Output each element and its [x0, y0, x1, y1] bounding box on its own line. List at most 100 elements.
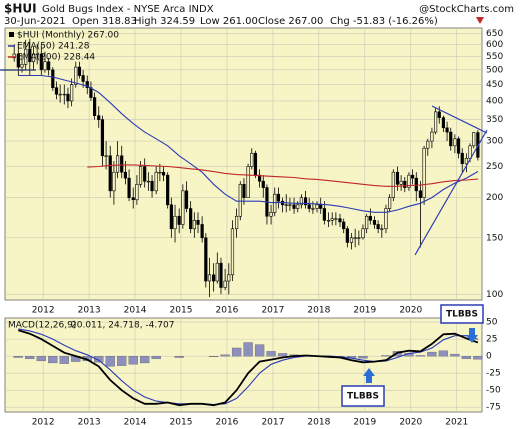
- candle-body: [345, 228, 349, 243]
- histogram-bar: [427, 351, 437, 357]
- plot-area: [4, 27, 483, 301]
- candle-body: [115, 155, 120, 173]
- candle-body: [261, 180, 265, 188]
- candle-body: [372, 220, 377, 225]
- histogram-bar: [358, 355, 368, 359]
- x-tick-label: 2014: [124, 306, 147, 316]
- histogram-bar: [151, 355, 161, 360]
- candle-body: [181, 190, 185, 225]
- candle-body: [74, 66, 78, 85]
- candle-body: [207, 274, 212, 282]
- candle-body: [288, 204, 292, 206]
- y-tick-label: 25: [486, 335, 497, 345]
- candle-body: [200, 224, 204, 239]
- y-tick-label: 500: [486, 65, 503, 75]
- x-tick-label: 2019: [353, 306, 376, 316]
- y-tick-label: 0: [486, 352, 492, 362]
- symbol: $HUI: [4, 2, 37, 16]
- candle-body: [184, 190, 189, 209]
- candle-body: [77, 66, 82, 76]
- candle-body: [100, 119, 105, 157]
- annotation: TLBBS: [347, 392, 379, 402]
- y-tick-label: 550: [486, 52, 503, 62]
- y-tick-label: -50: [486, 386, 501, 396]
- candle-body: [430, 131, 434, 142]
- candle-body: [39, 53, 43, 71]
- series-line: [18, 74, 479, 213]
- candle-body: [403, 180, 407, 188]
- candle-body: [31, 53, 36, 63]
- panel-values: 20.011, 24.718, -4.707: [71, 321, 174, 331]
- histogram-bar: [392, 351, 403, 357]
- x-tick-label: 2012: [32, 418, 55, 428]
- histogram-bar: [59, 355, 69, 364]
- y-tick-label: 600: [486, 40, 503, 50]
- quote: Low 261.00: [200, 16, 258, 27]
- candle-body: [135, 184, 139, 201]
- candle-body: [35, 53, 39, 56]
- candle-body: [230, 228, 235, 276]
- series-line: [18, 328, 479, 406]
- candle-body: [131, 197, 135, 201]
- candle-body: [326, 220, 331, 222]
- candle-body: [238, 184, 242, 217]
- macd-panel: 50 25 0 -25 -50 -75 2012 2013 2014 2015 2016 2017 20…: [4, 318, 501, 428]
- quote: Close 267.00: [258, 16, 323, 27]
- histogram-bar: [140, 355, 150, 364]
- y-tick-label: 50: [486, 318, 498, 328]
- candle-body: [223, 280, 227, 288]
- candle-body: [468, 145, 472, 159]
- y-tick-label: 300: [486, 137, 503, 147]
- quote: Open 318.83: [72, 16, 137, 27]
- source: @StockCharts.com: [419, 4, 514, 15]
- candle-body: [253, 152, 258, 176]
- candle-body: [456, 138, 461, 154]
- x-tick-label: 2017: [261, 418, 284, 428]
- candle-body: [58, 93, 62, 96]
- candle-body: [169, 204, 173, 230]
- candle-body: [284, 204, 288, 206]
- candle-body: [292, 204, 296, 209]
- x-tick-label: 2017: [261, 306, 284, 316]
- annotation: TLBBS: [446, 310, 478, 320]
- y-tick-label: 100: [486, 290, 503, 300]
- histogram-bar: [48, 355, 58, 364]
- x-tick-label: 2013: [78, 418, 101, 428]
- candle-body: [445, 127, 449, 133]
- candle-body: [464, 158, 468, 165]
- candle-body: [16, 53, 20, 68]
- histogram-bar: [243, 342, 253, 357]
- candle-body: [28, 48, 32, 63]
- candle-body: [146, 180, 150, 183]
- candle-body: [384, 208, 388, 230]
- quote: High 324.59: [134, 16, 195, 27]
- candle-body: [460, 152, 464, 165]
- y-tick-label: -25: [486, 369, 501, 379]
- candle-body: [368, 215, 372, 221]
- histogram-bar: [105, 355, 115, 367]
- x-tick-label: 2018: [307, 306, 330, 316]
- candle-body: [189, 208, 193, 230]
- candle-body: [154, 171, 158, 192]
- quote: Chg -51.83 (-16.26%): [330, 16, 438, 27]
- candle-body: [334, 218, 338, 220]
- candle-body: [43, 61, 47, 71]
- x-tick-label: 2020: [399, 418, 422, 428]
- candle-body: [112, 171, 116, 192]
- candle-body: [242, 184, 246, 198]
- candle-body: [411, 174, 415, 179]
- candle-body: [212, 274, 216, 282]
- histogram-bar: [117, 355, 127, 366]
- candle-body: [20, 64, 24, 68]
- y-tick-label: 400: [486, 96, 503, 106]
- candle-body: [303, 197, 308, 206]
- candle-body: [70, 84, 74, 102]
- candle-body: [453, 138, 457, 147]
- candle-body: [81, 75, 85, 82]
- candle-body: [388, 197, 392, 209]
- candle-body: [407, 174, 411, 188]
- candle-body: [215, 262, 219, 282]
- histogram-bar: [13, 355, 23, 358]
- candle-body: [120, 155, 124, 173]
